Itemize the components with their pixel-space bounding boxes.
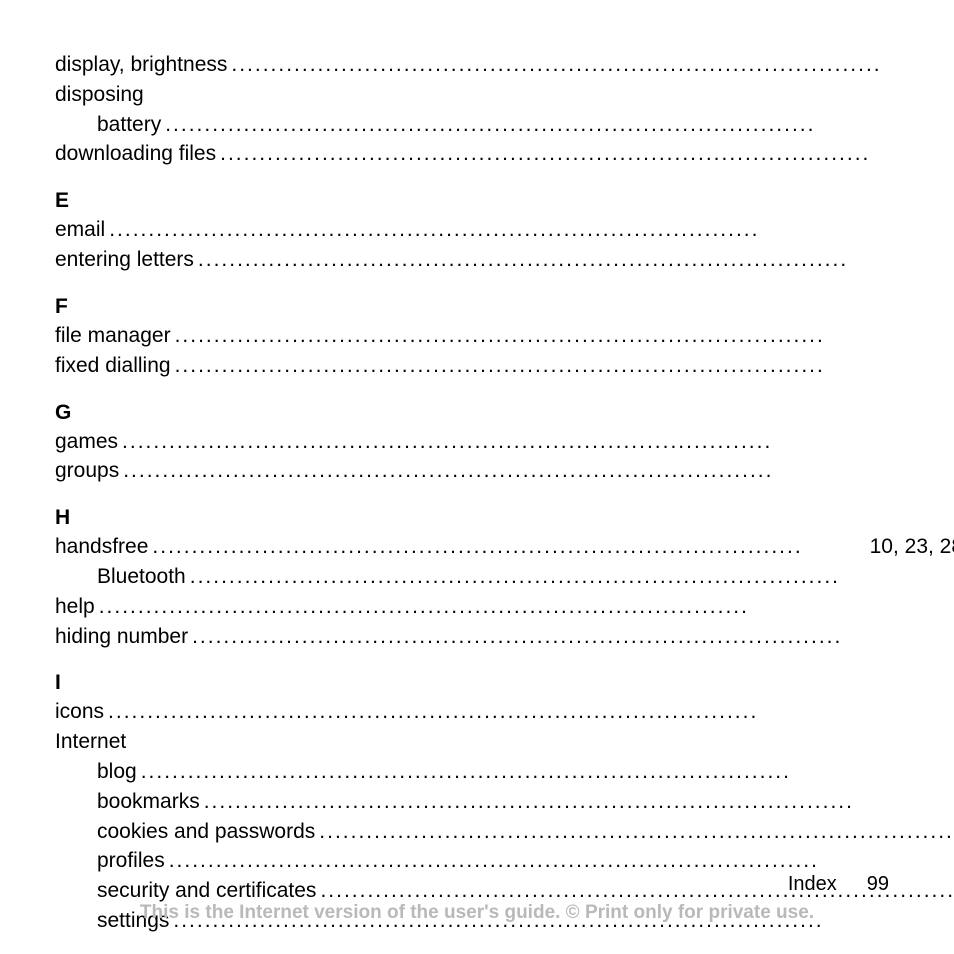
index-entry: icons15 <box>55 697 954 727</box>
entry-label: Internet <box>55 727 130 757</box>
index-entry: hiding number34 <box>55 622 954 652</box>
dot-leader <box>108 697 954 727</box>
entry-label: icons <box>55 697 108 727</box>
index-entry: file manager17 <box>55 321 954 351</box>
index-entry: Bluetooth69 <box>55 562 954 592</box>
dot-leader <box>99 592 954 622</box>
index-entry: groups34 <box>55 456 954 486</box>
dot-leader <box>220 139 954 169</box>
footer-section-label: Index <box>788 873 837 896</box>
entry-label: Bluetooth <box>97 562 190 592</box>
dot-leader <box>141 757 954 787</box>
dot-leader <box>190 562 954 592</box>
dot-leader <box>231 50 954 80</box>
footer-notice: This is the Internet version of the user… <box>0 902 954 924</box>
dot-leader <box>169 846 954 876</box>
index-entry: cookies and passwords66 <box>55 817 954 847</box>
index-entry: disposing <box>55 80 954 110</box>
index-entry: battery93 <box>55 110 954 140</box>
dot-leader <box>198 245 954 275</box>
entry-label: fixed dialling <box>55 351 175 381</box>
entry-label: blog <box>97 757 141 787</box>
entry-label: file manager <box>55 321 175 351</box>
dot-leader <box>175 351 954 381</box>
index-entry: downloading files66 <box>55 139 954 169</box>
index-entry: fixed dialling33 <box>55 351 954 381</box>
index-entry: Internet <box>55 727 954 757</box>
left-column: display, brightness81disposingbattery93d… <box>55 50 954 936</box>
entry-label: entering letters <box>55 245 198 275</box>
index-entry: bookmarks65 <box>55 787 954 817</box>
entry-label: handsfree <box>55 532 152 562</box>
entry-label: email <box>55 215 109 245</box>
entry-label: help <box>55 592 99 622</box>
entry-label: profiles <box>97 846 169 876</box>
dot-leader <box>122 427 954 457</box>
section-heading: I <box>55 671 954 695</box>
dot-leader <box>165 110 954 140</box>
entry-label: groups <box>55 456 123 486</box>
index-entry: display, brightness81 <box>55 50 954 80</box>
dot-leader <box>319 817 954 847</box>
index-entry: games62 <box>55 427 954 457</box>
section-heading: E <box>55 189 954 213</box>
index-entry: email41 <box>55 215 954 245</box>
entry-label: cookies and passwords <box>97 817 319 847</box>
index-entry: help6 <box>55 592 954 622</box>
dot-leader <box>175 321 954 351</box>
index-entry: blog50 <box>55 757 954 787</box>
index-entry: profiles66 <box>55 846 954 876</box>
index-entry: entering letters16 <box>55 245 954 275</box>
entry-label: downloading files <box>55 139 220 169</box>
entry-label: games <box>55 427 122 457</box>
entry-label: bookmarks <box>97 787 204 817</box>
dot-leader <box>192 622 954 652</box>
index-entry: handsfree 10, 23, 28, 29 <box>55 532 954 562</box>
entry-label: hiding number <box>55 622 192 652</box>
dot-leader <box>152 532 865 562</box>
page-footer: Index 99 This is the Internet version of… <box>0 873 954 924</box>
footer-page-number: 99 <box>867 873 889 896</box>
entry-label: disposing <box>55 80 148 110</box>
section-heading: H <box>55 506 954 530</box>
footer-page-info: Index 99 <box>0 873 954 896</box>
entry-pages: 10, 23, 28, 29 <box>866 532 954 562</box>
index-columns: display, brightness81disposingbattery93d… <box>55 50 899 936</box>
dot-leader <box>123 456 954 486</box>
dot-leader <box>204 787 954 817</box>
entry-label: display, brightness <box>55 50 231 80</box>
section-heading: G <box>55 401 954 425</box>
dot-leader <box>109 215 954 245</box>
section-heading: F <box>55 295 954 319</box>
entry-label: battery <box>97 110 165 140</box>
